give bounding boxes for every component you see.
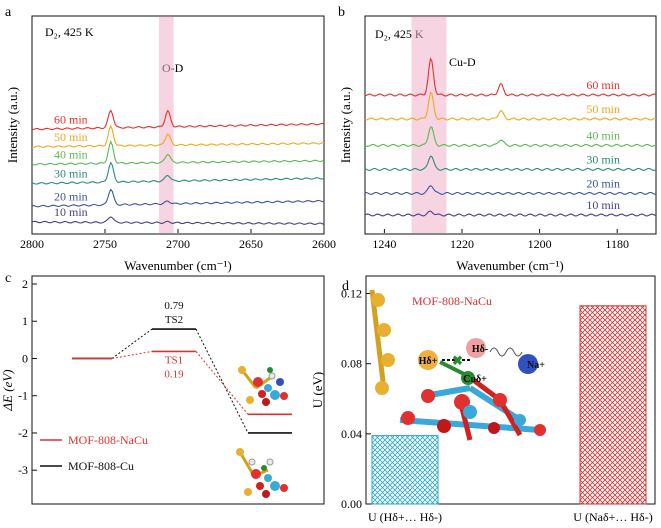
x-tick-label: 2750	[93, 237, 117, 251]
spectrum-line	[31, 140, 325, 166]
ts1-value: 0.19	[164, 368, 184, 380]
panel-a-xlabel: Wavenumber (cm⁻¹)	[124, 258, 232, 273]
series-label: 20 min	[54, 189, 88, 203]
panel-c-label: c	[5, 271, 11, 286]
x-tick-label: 1220	[450, 237, 474, 251]
spectrum-line	[364, 185, 657, 195]
x-tick-label: 2700	[166, 237, 190, 251]
x-tick-label: 1240	[372, 237, 396, 251]
cu-connector	[111, 328, 153, 359]
y-tick-label: 0.12	[341, 287, 362, 301]
y-tick-label: 0.04	[341, 427, 362, 441]
panel-d-plot: 0.00 0.04 0.08 0.12 U (Hδ+… Hδ-) U (Naδ+… Hδ-…	[341, 287, 653, 524]
series-label: 50 min	[586, 102, 620, 116]
panel-c-frame	[31, 275, 325, 505]
panel-a-frame	[31, 15, 325, 235]
series-label: 40 min	[586, 128, 620, 142]
y-tick-label: 0.00	[341, 497, 362, 511]
spectrum-line	[364, 91, 657, 121]
x-tick-label: 1180	[605, 237, 629, 251]
spectrum-line	[31, 188, 325, 208]
legend-label-cu: MOF-808-Cu	[68, 459, 134, 473]
spectrum-line	[364, 126, 657, 147]
x-tick-label: 2650	[239, 237, 263, 251]
panel-d-label: d	[342, 279, 349, 294]
series-label: 60 min	[586, 78, 620, 92]
cu-connector	[195, 328, 249, 434]
bar	[579, 305, 647, 505]
nacu-connector	[111, 350, 153, 359]
panel-a-condition: D₂, 425 K	[45, 25, 94, 39]
x-tick-label: 2600	[312, 237, 336, 251]
x-category-label: U (Naδ+… Hδ-)	[573, 510, 652, 524]
atom-label-na: Na+	[527, 360, 545, 371]
highlight-band	[159, 17, 174, 233]
structure-inset-icon: Hδ+ ✖ Hδ- Na+ Cuδ+	[369, 289, 546, 441]
panel-a-label: a	[5, 5, 12, 20]
ts2-label: TS2	[165, 314, 183, 326]
spectrum-line	[31, 109, 325, 131]
spectrum-line	[31, 216, 325, 225]
y-tick-label: -3	[18, 463, 28, 477]
series-label: 60 min	[54, 112, 88, 126]
structure-nacu-icon	[238, 366, 288, 406]
y-tick-label: -1	[18, 389, 28, 403]
bar	[371, 435, 439, 505]
structure-cu-icon	[236, 448, 288, 498]
y-tick-label: 2	[22, 277, 28, 291]
series-label: 40 min	[54, 147, 88, 161]
y-tick-label: 1	[22, 314, 28, 328]
y-tick-label: 0	[22, 351, 28, 365]
x-category-label: U (Hδ+… Hδ-)	[368, 510, 442, 524]
panel-b-label: b	[338, 5, 345, 20]
panel-c-plot: 2 1 0 -1 -2 -3 0.79 TS2 TS1 0.19 MOF-808-NaCu MOF-8…	[18, 277, 292, 477]
spectrum-line	[364, 210, 657, 217]
panel-b-frame	[364, 15, 657, 235]
series-label: 30 min	[586, 152, 620, 166]
panel-a-ylabel: Intensity (a.u.)	[5, 87, 20, 163]
highlight-band	[411, 17, 447, 233]
panel-b-plot: 1240 1220 1200 1180 10 min 20 min 30 min 40 min…	[364, 17, 657, 251]
spectrum-line	[31, 124, 325, 148]
panel-d: d 0.00 0.04 0.08 0.12 U (Hδ+… Hδ-) U (Naδ+… H…	[310, 275, 656, 524]
atom-label-cu: Cuδ+	[463, 374, 487, 385]
series-label: 30 min	[54, 167, 88, 181]
y-tick-label: -2	[18, 426, 28, 440]
nacu-connector	[195, 351, 249, 415]
spectrum-line	[31, 161, 325, 185]
panel-d-ylabel: U (eV)	[310, 372, 325, 408]
panel-b-xlabel: Wavenumber (cm⁻¹)	[456, 258, 564, 273]
panel-c: c 2 1 0 -1 -2 -3 0.79 TS2 TS1 0.19 MOF-808-NaCu MOF…	[0, 271, 325, 505]
x-tick-label: 1200	[528, 237, 552, 251]
ts2-value: 0.79	[164, 300, 184, 312]
atom-label-h-minus: Hδ-	[472, 344, 488, 355]
series-label: 10 min	[54, 205, 88, 219]
panel-b-band-label: Cu-D	[449, 55, 476, 69]
y-tick-label: 0.08	[341, 357, 362, 371]
series-label: 50 min	[54, 130, 88, 144]
x-tick-label: 2800	[20, 237, 44, 251]
panel-c-ylabel: ΔE (eV)	[0, 369, 15, 411]
spectrum-line	[364, 155, 657, 171]
panel-b-ylabel: Intensity (a.u.)	[338, 87, 353, 163]
spectrum-line	[364, 57, 657, 97]
series-label: 20 min	[586, 176, 620, 190]
x-mark-icon: ✖	[452, 353, 463, 368]
series-label: 10 min	[586, 198, 620, 212]
atom-label-h-plus: Hδ+	[419, 356, 438, 367]
ts1-label: TS1	[165, 354, 183, 366]
panel-a-plot: 2800 2750 2700 2650 2600 10 min 20 min 30 min 40…	[20, 17, 336, 251]
legend-label-nacu: MOF-808-NaCu	[68, 433, 148, 447]
panel-d-frame	[365, 275, 656, 505]
panel-d-inset-title: MOF-808-NaCu	[412, 294, 492, 308]
